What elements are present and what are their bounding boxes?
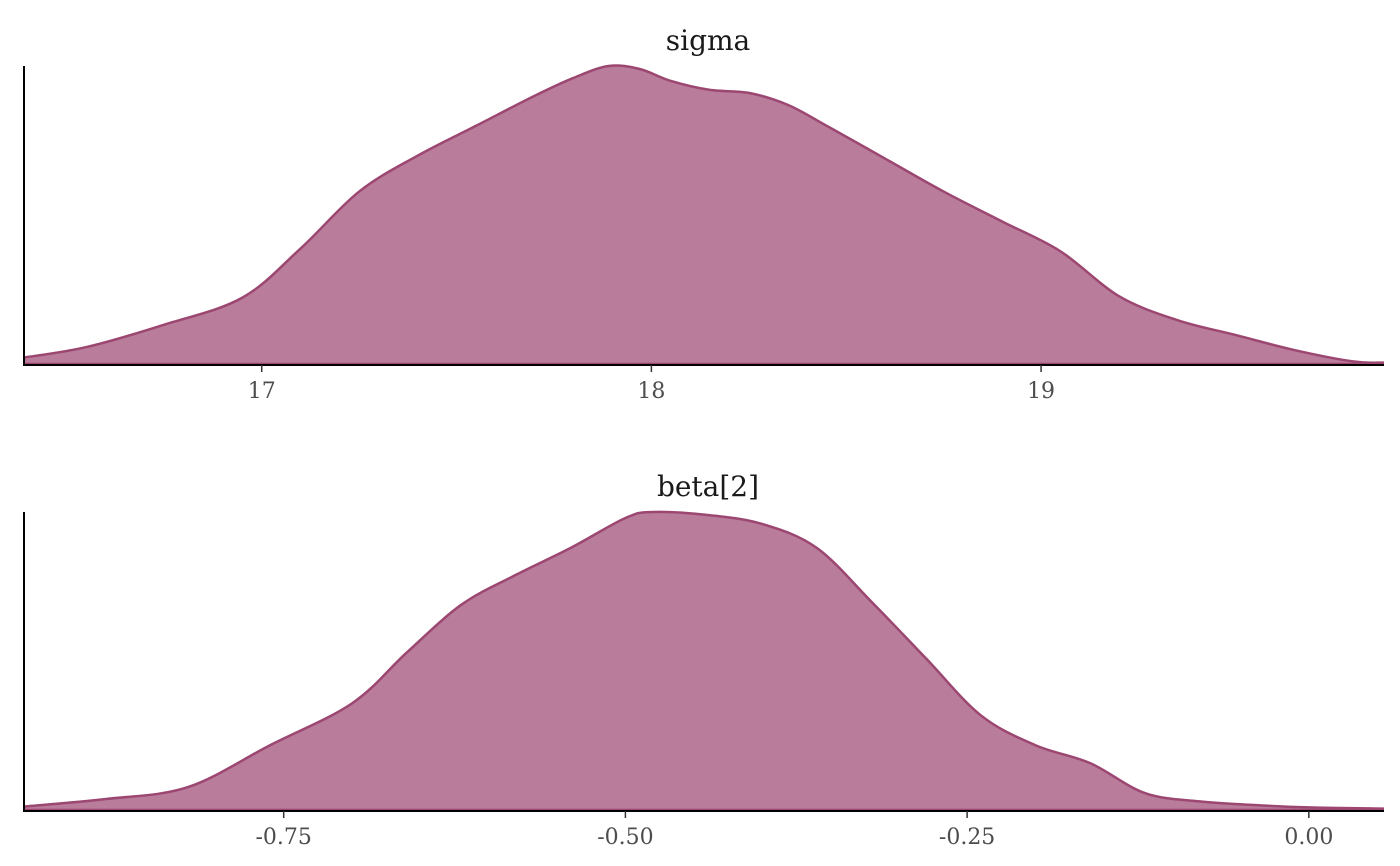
panel-title: sigma xyxy=(666,24,751,57)
x-tick-label: -0.75 xyxy=(255,825,311,850)
x-tick-label: 18 xyxy=(637,379,665,404)
density-area-1-0 xyxy=(24,511,1384,811)
x-tick-label: 19 xyxy=(1027,379,1055,404)
panel-title: beta[2] xyxy=(657,470,759,503)
density-line-0-0 xyxy=(23,64,1385,364)
density-area-0-0 xyxy=(24,65,1384,365)
x-tick-label: -0.25 xyxy=(939,825,995,850)
density-line-1-0 xyxy=(23,510,1385,810)
panel-0: 17 18 19 sigma xyxy=(23,24,1385,404)
x-tick-label: 17 xyxy=(248,379,276,404)
x-tick-label: 0.00 xyxy=(1284,825,1333,850)
panel-1: -0.75 -0.50 -0.25 0.00 beta[2] xyxy=(23,470,1385,850)
x-tick-label: -0.50 xyxy=(597,825,653,850)
